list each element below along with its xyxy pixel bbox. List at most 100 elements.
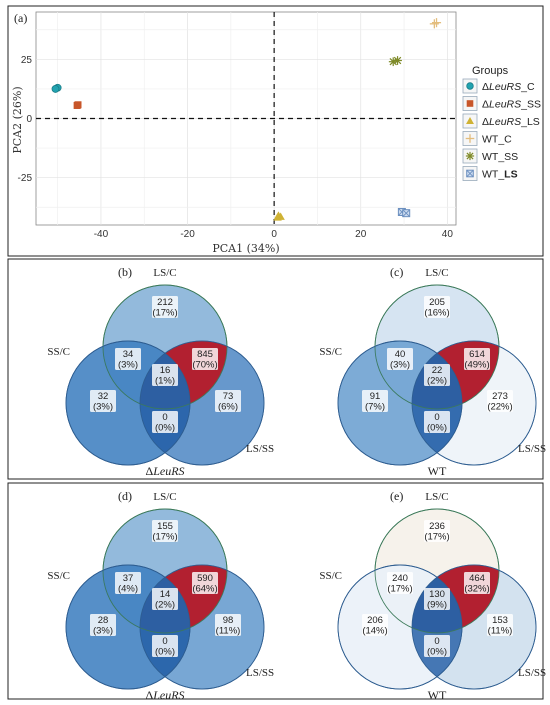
- x-tick-label: 20: [355, 229, 367, 240]
- set-label-right: LS/SS: [518, 443, 546, 455]
- region-label-bg: [90, 390, 116, 412]
- legend-title: Groups: [472, 65, 509, 77]
- region-count-abc: 16: [160, 365, 171, 376]
- venn-title: ΔLeuRS: [145, 464, 184, 478]
- region-percent-bc: (0%): [427, 647, 447, 658]
- region-count-ab: 34: [123, 349, 134, 360]
- venn-outline-top: [102, 284, 228, 410]
- set-label-right: LS/SS: [518, 667, 546, 679]
- venn-outline-left: [65, 564, 191, 690]
- panel-tag: (c): [390, 265, 403, 279]
- pca-grid: [36, 12, 456, 225]
- region-count-left: 28: [98, 615, 109, 626]
- venn-outline-left: [337, 340, 463, 466]
- region-count-ab: 40: [395, 349, 406, 360]
- region-count-left: 32: [98, 391, 109, 402]
- venn-diagram-c: (c) LS/C SS/C LS/SS WT 205(16%) 40(3%) 22(2%) 61…: [319, 265, 546, 478]
- region-label-bg: [215, 390, 241, 412]
- pca-xlabel: PCA1 (34%): [212, 242, 279, 255]
- region-label-bg: [424, 635, 450, 657]
- region-label-bg: [115, 348, 141, 370]
- data-point: [429, 19, 439, 29]
- x-tick-label: -20: [180, 229, 195, 240]
- region-count-ac: 590: [197, 573, 213, 584]
- region-count-ab: 37: [123, 573, 134, 584]
- venn-outline-top: [374, 508, 500, 634]
- region-label-bg: [362, 614, 388, 636]
- region-label-bg: [192, 348, 218, 370]
- region-count-top: 155: [157, 521, 173, 532]
- pca-legend: Groups ΔLeuRS_C ΔLeuRS_SS ΔLeuRS_LS WT_C WT_…: [462, 65, 541, 181]
- region-label-bg: [487, 614, 513, 636]
- region-count-left: 206: [367, 615, 383, 626]
- data-point: [74, 101, 82, 109]
- region-count-bc: 0: [434, 412, 439, 423]
- region-percent-bc: (0%): [427, 423, 447, 434]
- region-percent-bc: (0%): [155, 423, 175, 434]
- region-label-bg: [387, 348, 413, 370]
- region-label-bg: [192, 572, 218, 594]
- region-label-bg: [424, 364, 450, 386]
- region-count-ab: 240: [392, 573, 408, 584]
- region-percent-left: (3%): [93, 402, 113, 413]
- legend-key-marker: [466, 117, 474, 124]
- region-label-bg: [115, 572, 141, 594]
- legend-label: ΔLeuRS_SS: [482, 99, 541, 111]
- region-label-bg: [387, 572, 413, 594]
- venn-outline-top: [102, 508, 228, 634]
- venn-outline-left: [65, 340, 191, 466]
- region-percent-ab: (4%): [118, 584, 138, 595]
- venn-diagram-d: (d) LS/C SS/C LS/SS ΔLeuRS 155(17%) 37(4%) 14(2…: [47, 489, 274, 702]
- set-label-left: SS/C: [319, 570, 342, 582]
- region-percent-ac: (32%): [464, 584, 489, 595]
- region-percent-right: (11%): [488, 626, 513, 637]
- region-percent-abc: (2%): [155, 600, 175, 611]
- y-tick-label: 0: [26, 114, 32, 125]
- data-point: [273, 213, 282, 221]
- pca-panel-frame: [7, 5, 544, 257]
- data-point: [431, 18, 442, 28]
- set-label-top: LS/C: [425, 491, 448, 503]
- pca-scatter-plot: (a) -40 -20 0 20 40 25 0 -25 PCA1 (34%) PCA2 (2…: [11, 11, 541, 255]
- region-count-abc: 130: [429, 589, 445, 600]
- legend-label: WT_SS: [482, 151, 518, 163]
- venn-outline-top: [374, 284, 500, 410]
- region-percent-abc: (2%): [427, 376, 447, 387]
- region-percent-right: (22%): [487, 402, 512, 413]
- panel-tag: (b): [118, 265, 132, 279]
- region-label-bg: [487, 390, 513, 412]
- region-count-bc: 0: [162, 412, 167, 423]
- region-count-abc: 22: [432, 365, 443, 376]
- venn-row2-frame: [7, 482, 544, 700]
- legend-key-marker: [465, 134, 475, 143]
- region-count-bc: 0: [434, 636, 439, 647]
- venn-outline-right: [411, 340, 537, 466]
- region-count-top: 205: [429, 297, 445, 308]
- y-tick-label: -25: [18, 173, 33, 184]
- region-count-top: 236: [429, 521, 445, 532]
- region-percent-bc: (0%): [155, 647, 175, 658]
- x-tick-label: 40: [442, 229, 454, 240]
- region-label-bg: [90, 614, 116, 636]
- region-label-bg: [152, 520, 178, 542]
- region-percent-top: (17%): [152, 308, 177, 319]
- region-percent-left: (7%): [365, 402, 385, 413]
- region-percent-right: (6%): [218, 402, 238, 413]
- pca-points: [51, 18, 442, 221]
- region-percent-right: (11%): [216, 626, 241, 637]
- venn-title: WT: [428, 688, 447, 702]
- region-label-bg: [362, 390, 388, 412]
- venn-row1-frame: [7, 258, 544, 480]
- set-label-left: SS/C: [319, 346, 342, 358]
- panel-tag-a: (a): [14, 11, 27, 25]
- region-count-ac: 464: [469, 573, 485, 584]
- region-percent-top: (17%): [424, 532, 449, 543]
- region-label-bg: [152, 364, 178, 386]
- region-count-right: 273: [492, 391, 508, 402]
- region-label-bg: [464, 348, 490, 370]
- region-count-right: 153: [492, 615, 508, 626]
- region-count-right: 98: [223, 615, 234, 626]
